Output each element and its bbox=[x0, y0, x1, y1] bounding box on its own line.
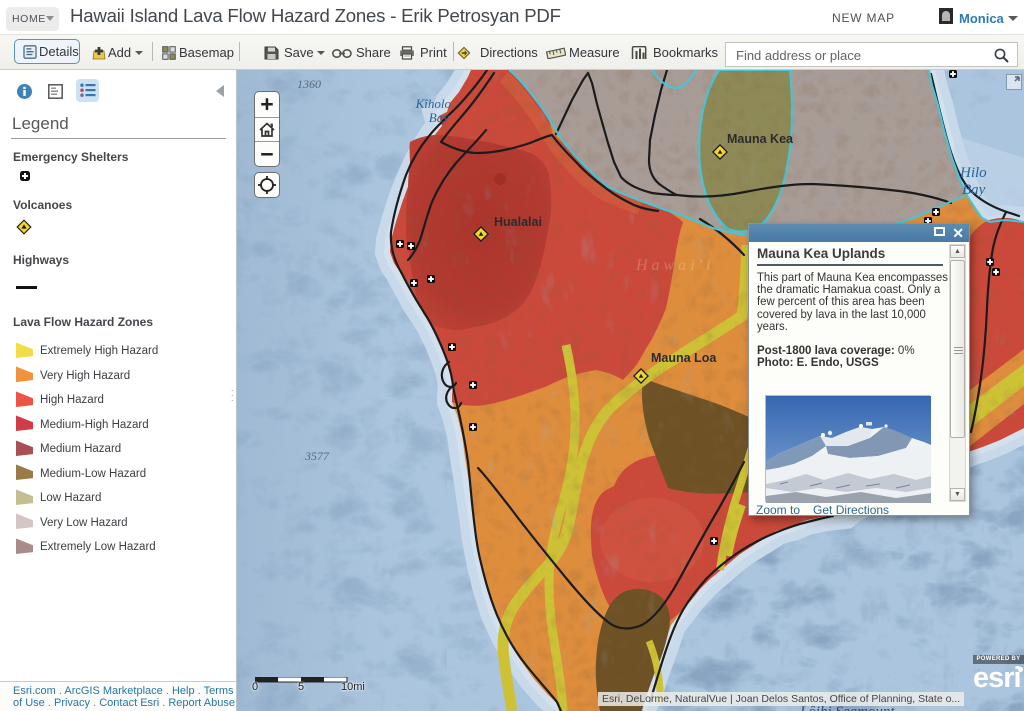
svg-text:Hilo: Hilo bbox=[959, 165, 987, 181]
svg-text:Bay: Bay bbox=[962, 182, 986, 198]
svg-text:3577: 3577 bbox=[304, 449, 330, 463]
svg-text:Bay: Bay bbox=[429, 110, 449, 125]
svg-text:1360: 1360 bbox=[297, 77, 321, 91]
svg-text:Hawai'i: Hawai'i bbox=[635, 257, 715, 274]
svg-text:Kîholo: Kîholo bbox=[415, 96, 452, 111]
svg-text:Mauna Loa: Mauna Loa bbox=[651, 351, 717, 365]
svg-text:Hualalai: Hualalai bbox=[494, 215, 542, 229]
svg-text:Lôihi Seamount: Lôihi Seamount bbox=[799, 704, 895, 711]
svg-text:Mauna Kea: Mauna Kea bbox=[727, 132, 794, 146]
